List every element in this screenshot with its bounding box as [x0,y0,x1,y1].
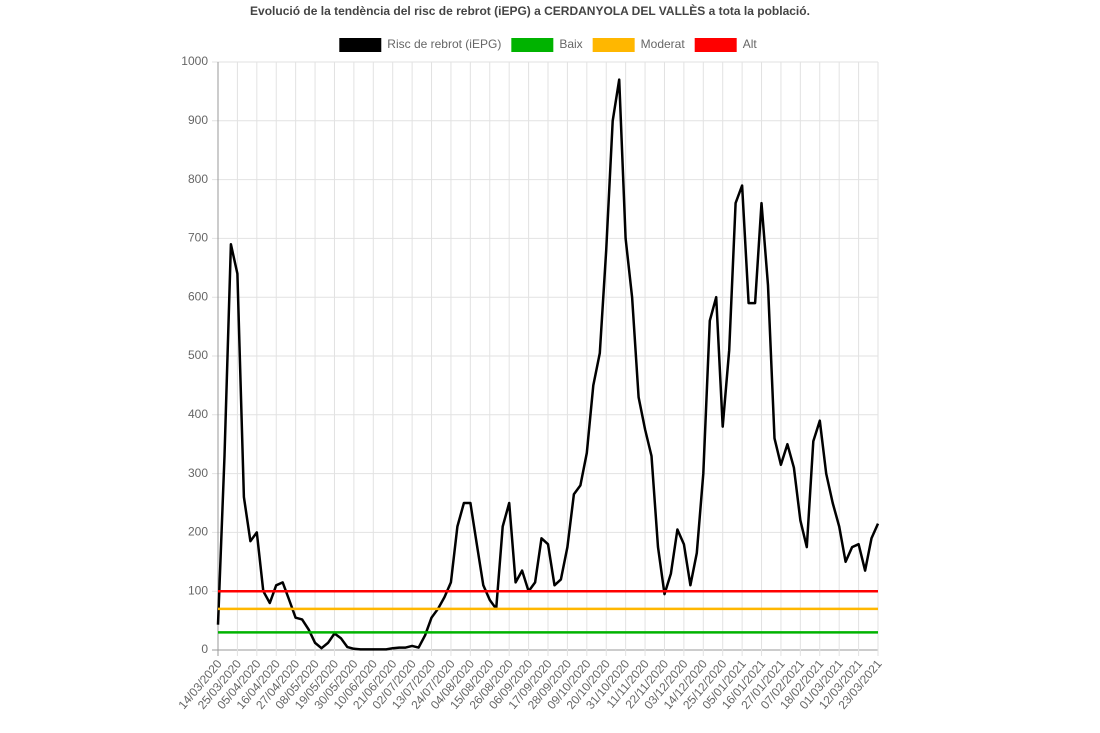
y-tick-label: 100 [188,583,208,597]
y-tick-label: 700 [188,231,208,245]
legend-label: Moderat [641,37,686,51]
legend-label: Alt [743,37,758,51]
legend-swatch [339,38,382,52]
legend-label: Baix [559,37,582,51]
y-tick-label: 1000 [181,54,208,68]
y-tick-label: 500 [188,348,208,362]
data-line [216,78,880,651]
y-tick-label: 600 [188,289,208,303]
legend-swatch [694,38,737,52]
legend-label: Risc de rebrot (iEPG) [387,37,501,51]
chart-title: Evolució de la tendència del risc de reb… [250,3,810,18]
y-tick-label: 300 [188,466,208,480]
y-tick-label: 200 [188,525,208,539]
y-tick-label: 400 [188,407,208,421]
legend-swatch [511,38,554,52]
legend-swatch [592,38,635,52]
y-tick-label: 900 [188,113,208,127]
y-tick-label: 800 [188,172,208,186]
y-tick-label: 0 [201,642,208,656]
